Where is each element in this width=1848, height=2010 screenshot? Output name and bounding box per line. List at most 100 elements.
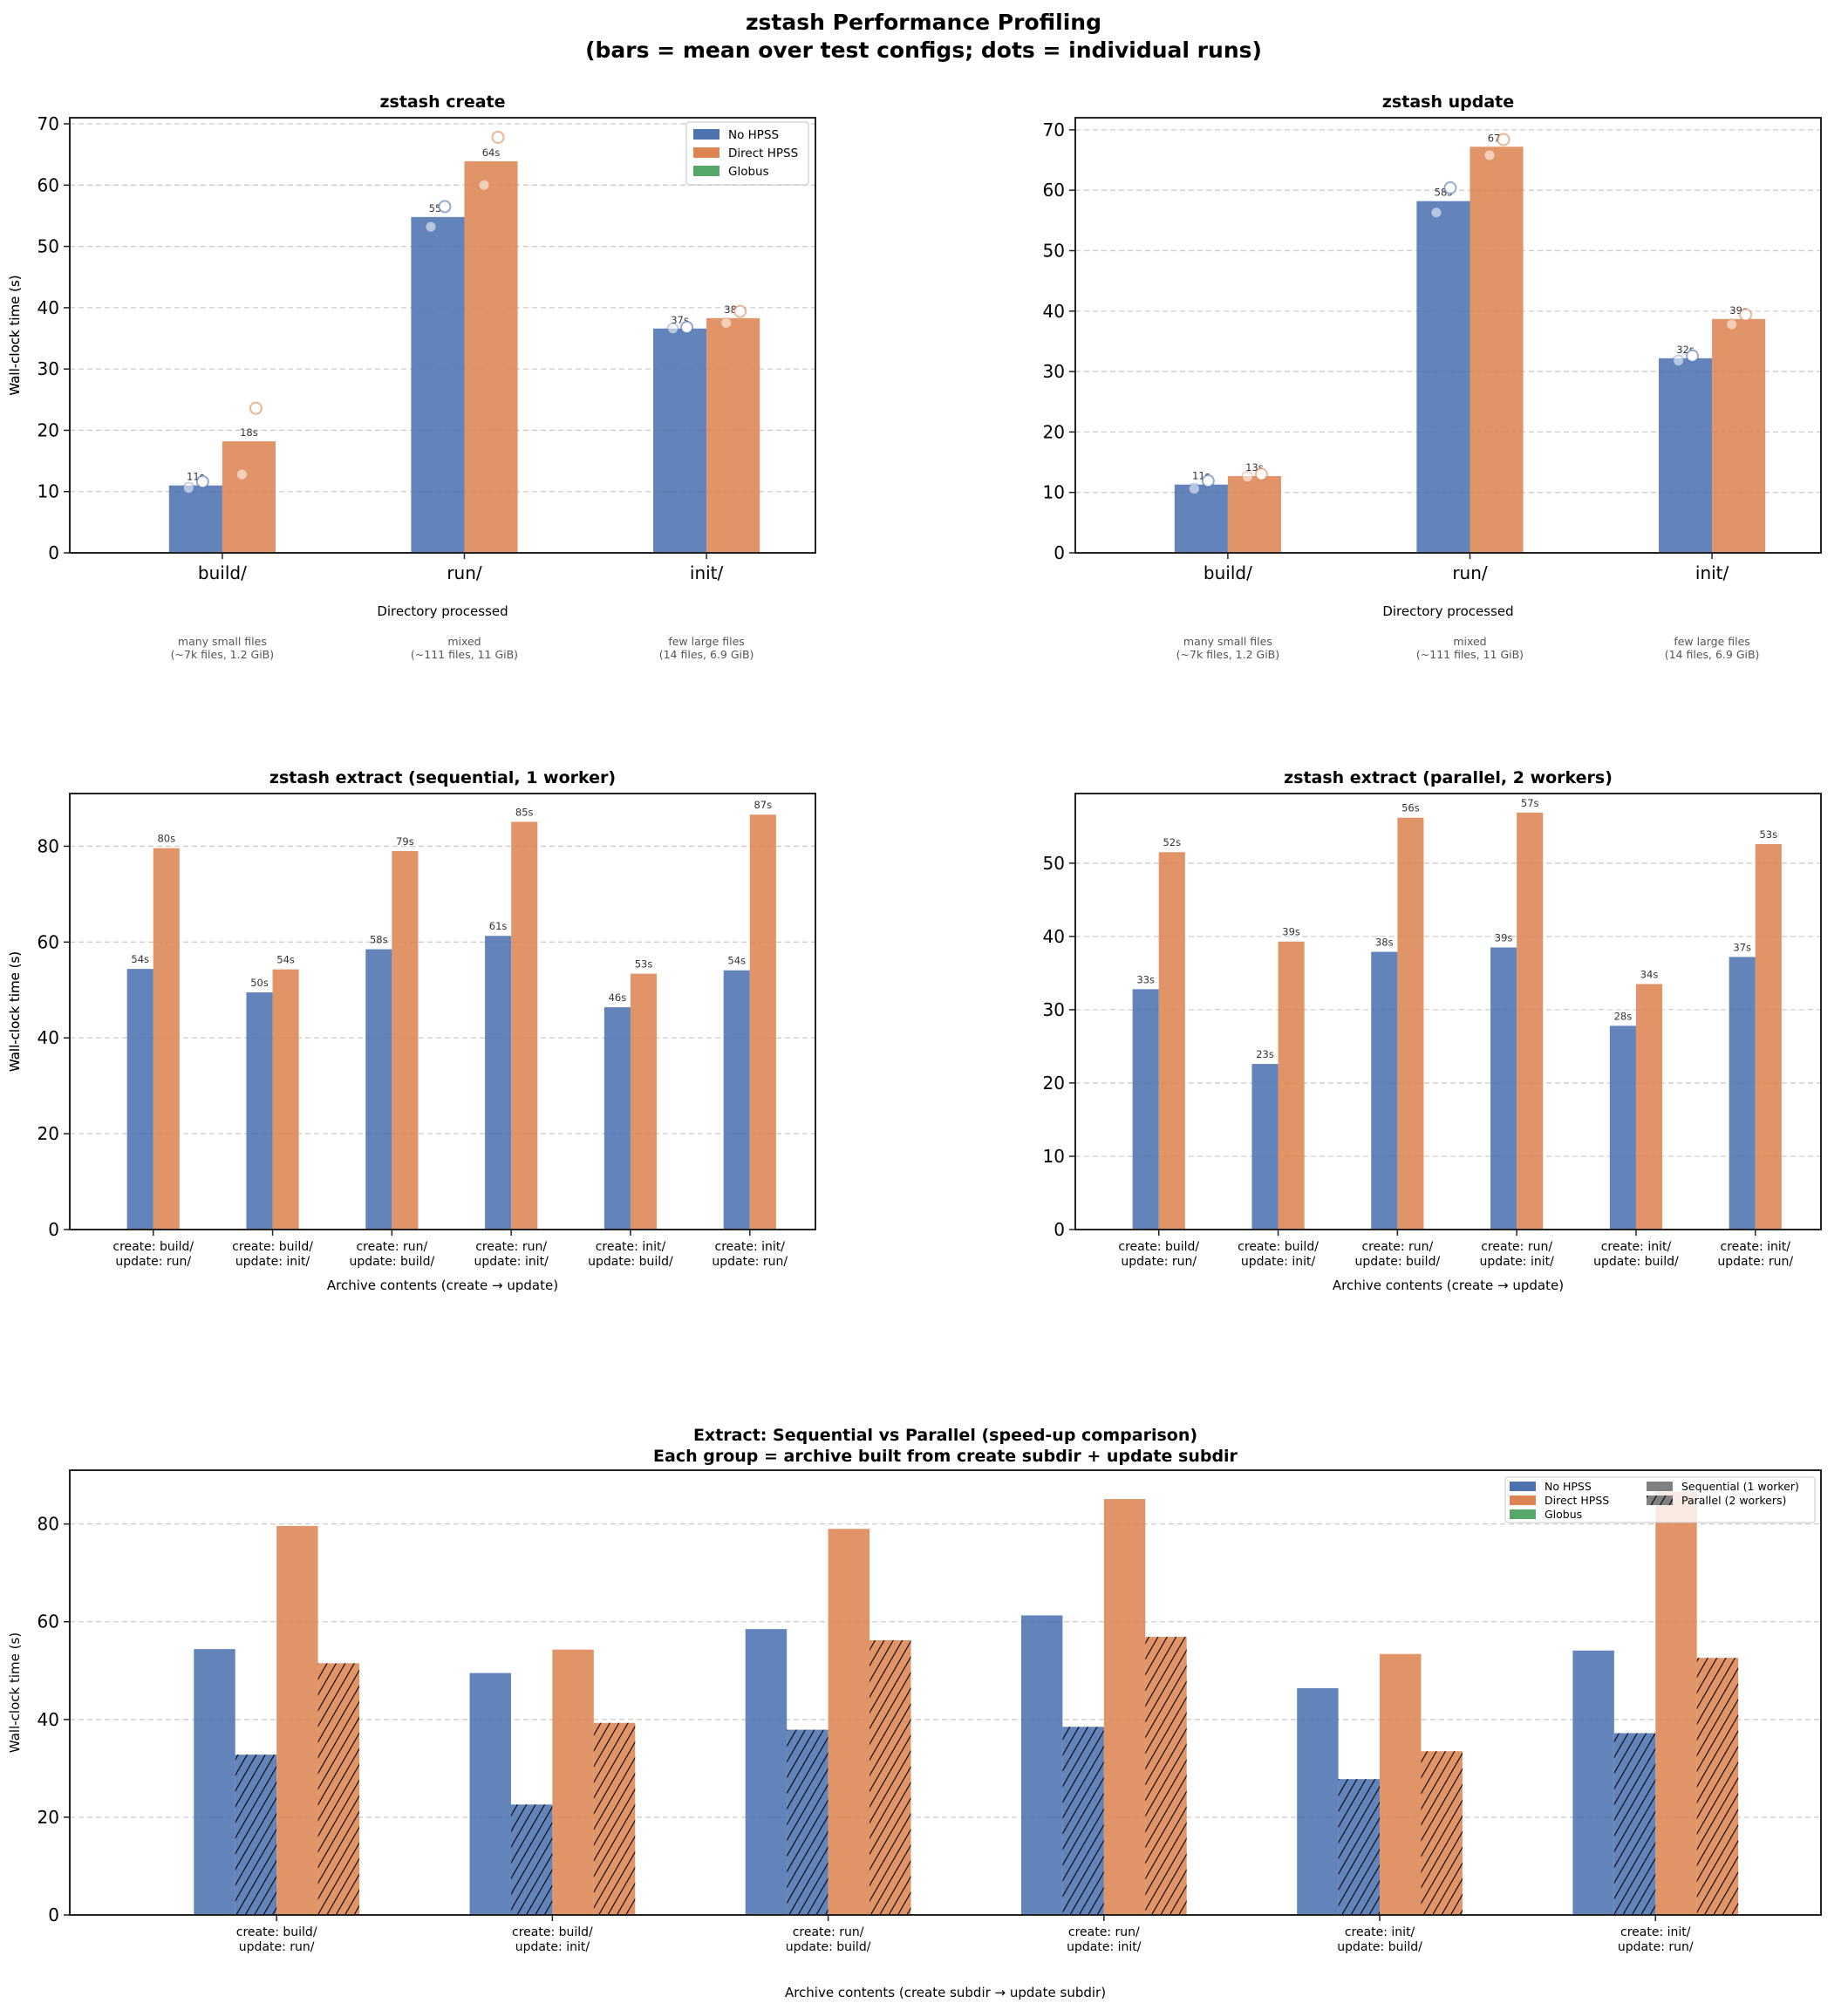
bar-direct-hpss-parallel-hatch xyxy=(317,1663,360,1915)
bar-value-label: 57s xyxy=(1521,797,1539,809)
bar-value-label: 64s xyxy=(482,146,501,159)
chart-title: zstash create xyxy=(379,92,505,112)
x-tick-label: create: run/ xyxy=(1361,1240,1433,1254)
category-note: few large files xyxy=(1674,635,1750,648)
bar-group: 61s 85s create: run/update: init/ xyxy=(474,806,549,1269)
run-dot-filled xyxy=(1672,354,1685,367)
y-tick-label: 40 xyxy=(1043,301,1065,322)
x-tick-label: build/ xyxy=(1204,562,1252,583)
bar-value-label: 34s xyxy=(1640,968,1659,980)
y-tick-label: 20 xyxy=(38,1123,59,1144)
run-dot-filled xyxy=(182,481,195,494)
bar-value-label: 87s xyxy=(754,799,772,811)
bar-direct-hpss xyxy=(1397,817,1424,1230)
y-axis-label: Wall-clock time (s) xyxy=(7,275,23,395)
y-tick-label: 0 xyxy=(48,542,59,563)
x-tick-label: create: build/ xyxy=(1238,1240,1319,1254)
bar-direct-hpss xyxy=(272,969,299,1230)
bar-direct-hpss-sequential xyxy=(828,1529,870,1915)
x-tick-label: create: build/ xyxy=(113,1240,194,1254)
bar-value-label: 53s xyxy=(1759,828,1777,841)
y-tick-label: 60 xyxy=(38,1611,59,1632)
run-dot-filled xyxy=(1483,149,1496,161)
bar-no-hpss-parallel-hatch xyxy=(1613,1733,1656,1915)
bar-group: 37s 53s create: init/update: run/ xyxy=(1717,828,1793,1269)
x-tick-label: create: build/ xyxy=(512,1925,593,1939)
y-tick-label: 10 xyxy=(1043,482,1065,503)
bar-value-label: 52s xyxy=(1163,836,1181,848)
x-tick-label: build/ xyxy=(198,562,247,583)
bar-direct-hpss xyxy=(464,160,518,553)
axes-frame xyxy=(69,117,816,554)
legend-swatch-globus xyxy=(1510,1509,1536,1519)
bar-group: 58s 79s create: run/update: build/ xyxy=(350,835,435,1269)
y-tick-label: 20 xyxy=(1043,1073,1065,1094)
bar-value-label: 39s xyxy=(1495,931,1513,944)
x-tick-label: create: run/ xyxy=(1068,1925,1140,1939)
chart-title: zstash extract (parallel, 2 workers) xyxy=(1284,768,1613,787)
y-tick-label: 0 xyxy=(1054,1219,1065,1240)
bar-value-label: 23s xyxy=(1256,1048,1274,1060)
x-tick-label: init/ xyxy=(690,562,724,583)
bar-group: 33s 52s create: build/update: run/ xyxy=(1118,836,1199,1269)
bar-value-label: 54s xyxy=(276,954,295,966)
chart-extract-par: zstash extract (parallel, 2 workers) 0 10 2… xyxy=(7,768,1822,1293)
chart-title: zstash extract (sequential, 1 worker) xyxy=(269,768,616,787)
axes-frame xyxy=(1074,793,1822,1230)
y-tick-label: 20 xyxy=(1043,421,1065,442)
y-tick-label: 60 xyxy=(1043,180,1065,201)
y-tick-label: 50 xyxy=(38,236,59,257)
bar-direct-hpss-sequential xyxy=(1380,1653,1422,1915)
bar-no-hpss-parallel-hatch xyxy=(1338,1779,1381,1915)
bar-group: 39s 57s create: run/update: init/ xyxy=(1479,797,1554,1269)
chart-title: zstash update xyxy=(1382,92,1514,112)
y-tick-label: 80 xyxy=(38,1514,59,1535)
bar-no-hpss xyxy=(1371,951,1398,1230)
run-dot-open xyxy=(249,401,263,415)
y-tick-label: 40 xyxy=(38,1027,59,1048)
run-dot-open xyxy=(1686,349,1700,363)
chart-title-line1: Extract: Sequential vs Parallel (speed-u… xyxy=(693,1426,1197,1445)
bar-group: 54s 87s create: init/update: run/ xyxy=(712,799,788,1269)
bar-direct-hpss xyxy=(222,441,276,553)
run-dot-filled xyxy=(719,317,733,330)
y-tick-label: 0 xyxy=(48,1904,59,1925)
bar-value-label: 53s xyxy=(635,958,653,971)
legend-swatch-direct-hpss xyxy=(693,147,719,158)
bar-no-hpss xyxy=(485,936,512,1230)
bar-no-hpss xyxy=(1659,358,1713,553)
bar-direct-hpss xyxy=(153,848,180,1230)
category-note: (~111 files, 11 GiB) xyxy=(1416,648,1524,661)
bar-no-hpss xyxy=(168,485,222,553)
x-tick-label: create: init/ xyxy=(1721,1240,1791,1254)
legend-label: Parallel (2 workers) xyxy=(1681,1494,1786,1507)
x-tick-label: run/ xyxy=(447,562,482,583)
bar-no-hpss xyxy=(723,970,750,1230)
x-tick-label: update: build/ xyxy=(588,1255,673,1269)
bar-direct-hpss-sequential xyxy=(276,1525,318,1915)
x-axis-label: Archive contents (create → update) xyxy=(327,1278,558,1293)
category-note: (~7k files, 1.2 GiB) xyxy=(171,648,274,661)
legend-swatch-sequential xyxy=(1647,1482,1673,1491)
y-tick-label: 50 xyxy=(1043,240,1065,261)
category-note: (~111 files, 11 GiB) xyxy=(411,648,518,661)
x-tick-label: create: build/ xyxy=(232,1240,313,1254)
x-axis-label: Archive contents (create → update) xyxy=(1333,1278,1564,1293)
bar-direct-hpss-parallel-hatch xyxy=(1421,1751,1463,1915)
bar-no-hpss-sequential xyxy=(1020,1615,1063,1915)
bar-value-label: 37s xyxy=(1733,941,1751,953)
x-tick-label: update: init/ xyxy=(1479,1255,1554,1269)
bar-direct-hpss xyxy=(1470,146,1524,553)
x-axis-label: Archive contents (create subdir → update… xyxy=(785,1985,1106,2000)
run-dot-open xyxy=(1254,467,1268,481)
x-tick-label: create: run/ xyxy=(1481,1240,1552,1254)
bar-no-hpss xyxy=(1174,484,1228,553)
category-note: (14 files, 6.9 GiB) xyxy=(659,648,754,661)
bar-group: create: run/update: build/ xyxy=(745,1529,911,1954)
run-dot-open xyxy=(1497,133,1510,146)
x-tick-label: create: build/ xyxy=(1118,1240,1199,1254)
x-axis-label: Directory processed xyxy=(1382,603,1513,619)
